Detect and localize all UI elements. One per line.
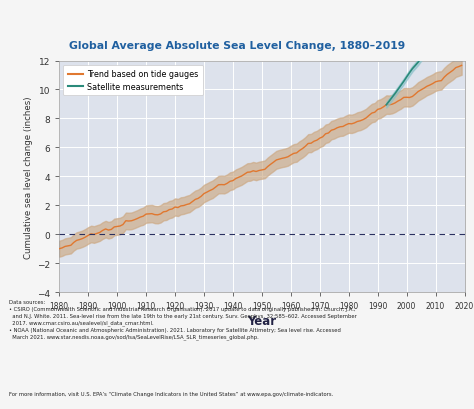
- Text: For more information, visit U.S. EPA’s “Climate Change Indicators in the United : For more information, visit U.S. EPA’s “…: [9, 391, 334, 396]
- X-axis label: Year: Year: [247, 315, 276, 328]
- Legend: Trend based on tide gauges, Satellite measurements: Trend based on tide gauges, Satellite me…: [63, 65, 203, 96]
- Y-axis label: Cumulative sea level change (inches): Cumulative sea level change (inches): [24, 96, 33, 258]
- Text: Global Average Absolute Sea Level Change, 1880–2019: Global Average Absolute Sea Level Change…: [69, 41, 405, 51]
- Text: Data sources:
• CSIRO (Commonwealth Scientific and Industrial Research Organisat: Data sources: • CSIRO (Commonwealth Scie…: [9, 299, 357, 339]
